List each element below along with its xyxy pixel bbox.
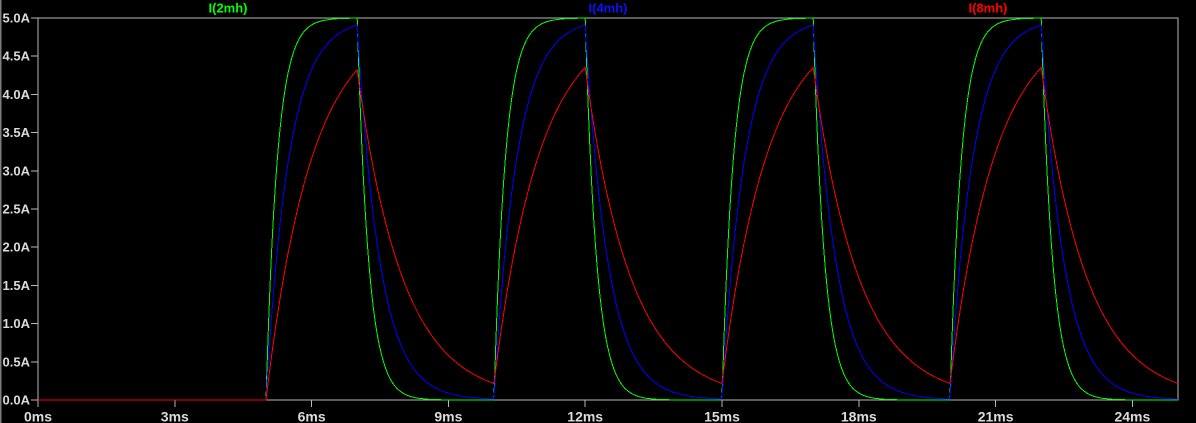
- svg-text:18ms: 18ms: [841, 408, 877, 423]
- svg-text:9ms: 9ms: [434, 408, 462, 423]
- svg-text:6ms: 6ms: [298, 408, 326, 423]
- svg-text:3ms: 3ms: [161, 408, 189, 423]
- svg-text:21ms: 21ms: [978, 408, 1014, 423]
- svg-text:I(2mh): I(2mh): [209, 1, 248, 16]
- svg-text:15ms: 15ms: [704, 408, 740, 423]
- svg-text:0.0A: 0.0A: [3, 393, 31, 408]
- svg-text:4.0A: 4.0A: [3, 87, 31, 102]
- svg-text:4.5A: 4.5A: [3, 49, 31, 64]
- svg-text:5.0A: 5.0A: [3, 11, 31, 26]
- svg-text:1.5A: 1.5A: [3, 278, 31, 293]
- svg-text:12ms: 12ms: [567, 408, 603, 423]
- svg-text:3.5A: 3.5A: [3, 125, 31, 140]
- svg-text:24ms: 24ms: [1114, 408, 1150, 423]
- svg-text:I(8mh): I(8mh): [969, 1, 1008, 16]
- svg-text:0ms: 0ms: [24, 408, 52, 423]
- svg-text:2.0A: 2.0A: [3, 240, 31, 255]
- svg-text:1.0A: 1.0A: [3, 316, 31, 331]
- svg-text:3.0A: 3.0A: [3, 163, 31, 178]
- svg-text:0.5A: 0.5A: [3, 354, 31, 369]
- svg-text:2.5A: 2.5A: [3, 202, 31, 217]
- svg-text:I(4mh): I(4mh): [589, 1, 628, 16]
